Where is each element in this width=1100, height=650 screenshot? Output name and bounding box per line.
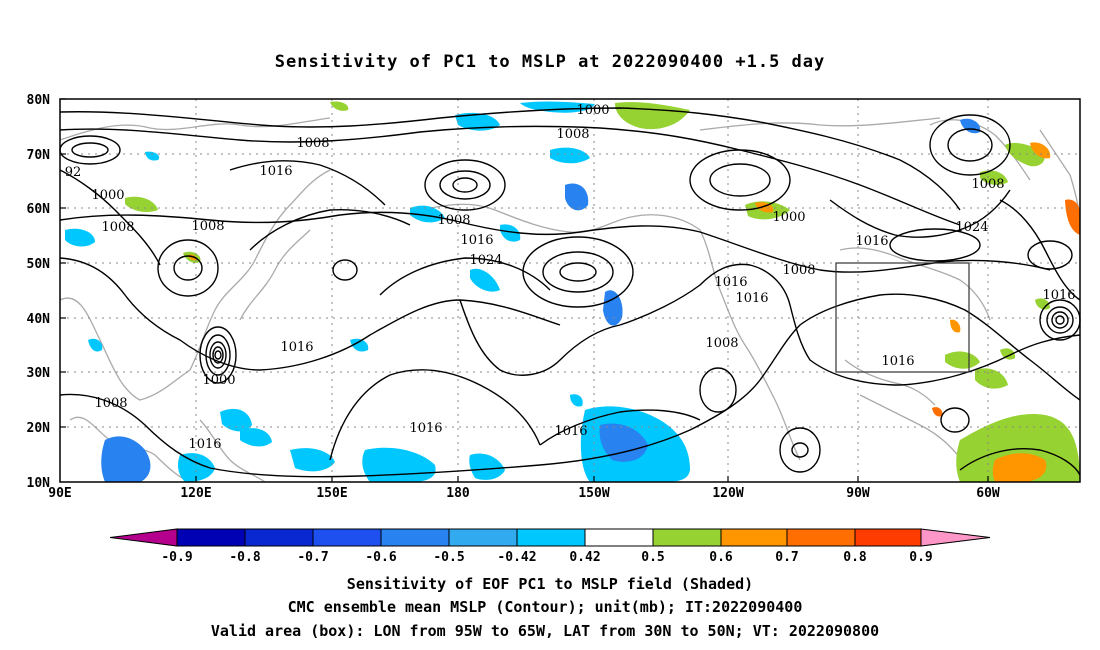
- colorbar-label: -0.6: [365, 550, 396, 565]
- lat-tick-label: 60N: [27, 202, 51, 217]
- contour-label: 1016: [460, 233, 493, 248]
- contour-label: 1000: [576, 103, 609, 118]
- contour-label: 1016: [1042, 288, 1075, 303]
- contour-label: 1000: [772, 210, 805, 225]
- colorbar-label: 0.6: [709, 550, 733, 565]
- lon-tick-label: 120E: [180, 486, 211, 501]
- lon-tick-label: 90W: [846, 486, 870, 501]
- lat-tick-label: 40N: [27, 312, 51, 327]
- colorbar-label: 0.42: [569, 550, 600, 565]
- caption-line-3: Valid area (box): LON from 95W to 65W, L…: [211, 622, 879, 640]
- contour-label: 92: [65, 165, 82, 180]
- coastlines: [59, 117, 1081, 483]
- axis-tick-marks: [60, 98, 989, 482]
- colorbar-label: -0.9: [161, 550, 192, 565]
- colorbar-label: 0.8: [843, 550, 867, 565]
- contour-labels: 1000 1008 1008 92 1000 1008 1016 1008 10…: [65, 103, 1076, 452]
- colorbar: -0.9 -0.8 -0.7 -0.6 -0.5 -0.42 0.42 0.5 0.6 0.7 0.…: [109, 528, 991, 565]
- colorbar-swatch: [584, 528, 654, 547]
- caption-line-1: Sensitivity of EOF PC1 to MSLP field (Sh…: [347, 575, 753, 593]
- lat-tick-label: 20N: [27, 421, 51, 436]
- caption-line-2: CMC ensemble mean MSLP (Contour); unit(m…: [288, 598, 803, 616]
- mslp-contours: [59, 107, 1081, 478]
- colorbar-swatch: [720, 528, 788, 547]
- valid-area-box: [835, 262, 970, 373]
- lon-tick-label: 90E: [48, 486, 71, 501]
- contour-label: 1008: [94, 396, 127, 411]
- contour-label: 1016: [881, 354, 914, 369]
- contour-label: 1000: [202, 373, 235, 388]
- colorbar-label: -0.5: [433, 550, 464, 565]
- contour-label: 1008: [296, 136, 329, 151]
- colorbar-swatch: [312, 528, 382, 547]
- contour-label: 1024: [955, 220, 988, 235]
- colorbar-high-extension: [920, 528, 991, 547]
- contour-label: 1016: [259, 164, 292, 179]
- lat-tick-label: 50N: [27, 257, 51, 272]
- lat-tick-labels: 80N 70N 60N 50N 40N 30N 20N 10N: [27, 93, 51, 491]
- lat-tick-label: 80N: [27, 93, 51, 108]
- contour-label: 1016: [280, 340, 313, 355]
- colorbar-swatch: [448, 528, 518, 547]
- contour-label: 1008: [556, 127, 589, 142]
- lon-tick-label: 180: [446, 486, 470, 501]
- contour-label: 1008: [705, 336, 738, 351]
- colorbar-low-extension: [109, 528, 178, 547]
- colorbar-swatch: [516, 528, 586, 547]
- lat-tick-label: 10N: [27, 476, 51, 491]
- contour-label: 1016: [855, 234, 888, 249]
- lon-tick-labels: 90E 120E 150E 180 150W 120W 90W 60W: [48, 486, 1000, 501]
- contour-label: 1016: [735, 291, 768, 306]
- map-frame: [59, 98, 1081, 483]
- contour-label: 1024: [469, 253, 502, 268]
- colorbar-swatch: [244, 528, 314, 547]
- lon-tick-label: 150W: [578, 486, 609, 501]
- lon-tick-label: 150E: [316, 486, 347, 501]
- contour-label: 1016: [554, 424, 587, 439]
- colorbar-swatch: [380, 528, 450, 547]
- contour-label: 1008: [782, 263, 815, 278]
- contour-label: 1008: [437, 213, 470, 228]
- colorbar-swatch: [176, 528, 246, 547]
- colorbar-label: 0.9: [909, 550, 932, 565]
- contour-label: 1016: [714, 275, 747, 290]
- colorbar-label: -0.8: [229, 550, 260, 565]
- figure-title: Sensitivity of PC1 to MSLP at 2022090400…: [275, 52, 826, 72]
- contour-label: 1008: [971, 177, 1004, 192]
- colorbar-label: 0.5: [641, 550, 664, 565]
- contour-label: 1016: [188, 437, 221, 452]
- contour-label: 1000: [91, 188, 124, 203]
- contour-label: 1008: [191, 219, 224, 234]
- lon-tick-label: 60W: [976, 486, 1000, 501]
- grid-lines: [60, 99, 1080, 482]
- colorbar-label: 0.7: [775, 550, 798, 565]
- colorbar-label: -0.7: [297, 550, 328, 565]
- lat-tick-label: 30N: [27, 366, 51, 381]
- contour-label: 1016: [409, 421, 442, 436]
- colorbar-swatch: [786, 528, 856, 547]
- contour-label: 1008: [101, 220, 134, 235]
- colorbar-label: -0.42: [497, 550, 536, 565]
- colorbar-swatch: [652, 528, 722, 547]
- lat-tick-label: 70N: [27, 148, 51, 163]
- lon-tick-label: 120W: [712, 486, 743, 501]
- colorbar-swatch: [854, 528, 922, 547]
- map-panel: 1000 1008 1008 92 1000 1008 1016 1008 10…: [27, 93, 1081, 501]
